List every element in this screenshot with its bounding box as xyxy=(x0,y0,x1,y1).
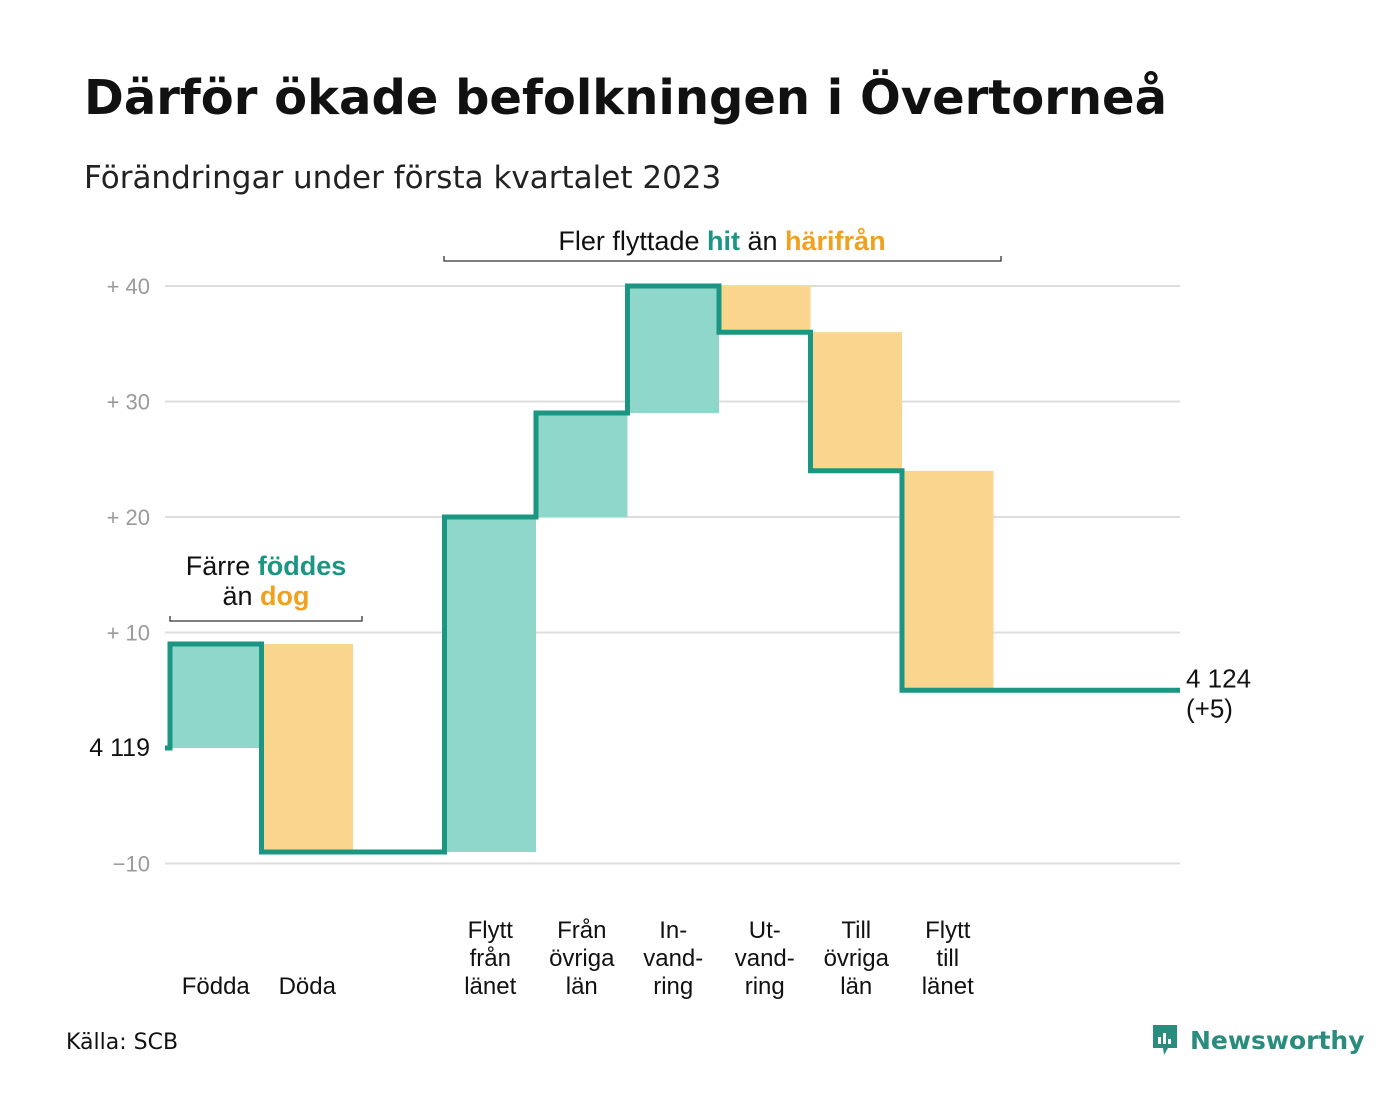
category-label: Flytt xyxy=(925,917,971,944)
y-tick-label: −10 xyxy=(113,852,150,877)
category-label: län xyxy=(566,973,598,1000)
y-tick-label: + 10 xyxy=(107,621,150,646)
annotation-part: än xyxy=(222,581,260,611)
newsworthy-icon xyxy=(1153,1025,1177,1055)
end-value-label: 4 124 xyxy=(1186,663,1251,693)
brand-logo: Newsworthy xyxy=(1150,1022,1365,1058)
category-label: länet xyxy=(922,973,974,1000)
category-label: från xyxy=(470,945,511,972)
waterfall-bar xyxy=(627,286,719,414)
waterfall-bar xyxy=(536,413,628,517)
annotation-part: härifrån xyxy=(785,226,886,256)
category-label: Från xyxy=(557,917,606,944)
category-label: övriga xyxy=(549,945,615,972)
start-value-label: 4 119 xyxy=(89,734,150,762)
category-label: övriga xyxy=(824,945,890,972)
annotation-migration: Fler flyttade hit än härifrån xyxy=(558,226,885,256)
annotation-births-deaths-line2: än dog xyxy=(222,581,309,611)
waterfall-bar xyxy=(170,644,262,748)
category-label: län xyxy=(840,973,872,1000)
y-tick-label: + 40 xyxy=(107,274,150,299)
category-label: Till xyxy=(841,917,871,944)
category-label: ring xyxy=(653,973,693,1000)
category-label: länet xyxy=(464,973,516,1000)
category-label: Döda xyxy=(279,973,337,1000)
annotation-part: dog xyxy=(260,581,309,611)
waterfall-bar xyxy=(444,517,536,852)
category-label: In- xyxy=(659,917,687,944)
category-label: vand- xyxy=(735,945,795,972)
category-label: Födda xyxy=(182,973,251,1000)
y-tick-label: + 30 xyxy=(107,390,150,415)
annotation-births-deaths-line1: Färre föddes xyxy=(186,551,347,581)
annotation-part: än xyxy=(740,226,785,256)
category-label: till xyxy=(936,945,959,972)
annotation-bracket-births-deaths xyxy=(169,616,363,622)
waterfall-bar xyxy=(261,644,353,852)
waterfall-bar xyxy=(810,332,902,471)
annotation-part: föddes xyxy=(258,551,347,581)
waterfall-bar xyxy=(719,286,811,333)
waterfall-bar xyxy=(902,470,994,691)
brand-name: Newsworthy xyxy=(1190,1025,1365,1055)
category-label: Flytt xyxy=(468,917,514,944)
chart-title: Därför ökade befolkningen i Övertorneå xyxy=(84,70,1167,126)
annotation-part: hit xyxy=(707,226,740,256)
chart-subtitle: Förändringar under första kvartalet 2023 xyxy=(84,160,722,196)
source-note: Källa: SCB xyxy=(66,1030,179,1055)
end-change-label: (+5) xyxy=(1186,693,1233,723)
category-label: Ut- xyxy=(749,917,781,944)
y-tick-label: + 20 xyxy=(107,505,150,530)
category-label: ring xyxy=(745,973,785,1000)
annotation-part: Fler flyttade xyxy=(558,226,707,256)
category-label: vand- xyxy=(643,945,703,972)
cumulative-step-line xyxy=(165,283,1180,855)
annotation-bracket-migration xyxy=(443,256,1002,262)
annotation-part: Färre xyxy=(186,551,258,581)
